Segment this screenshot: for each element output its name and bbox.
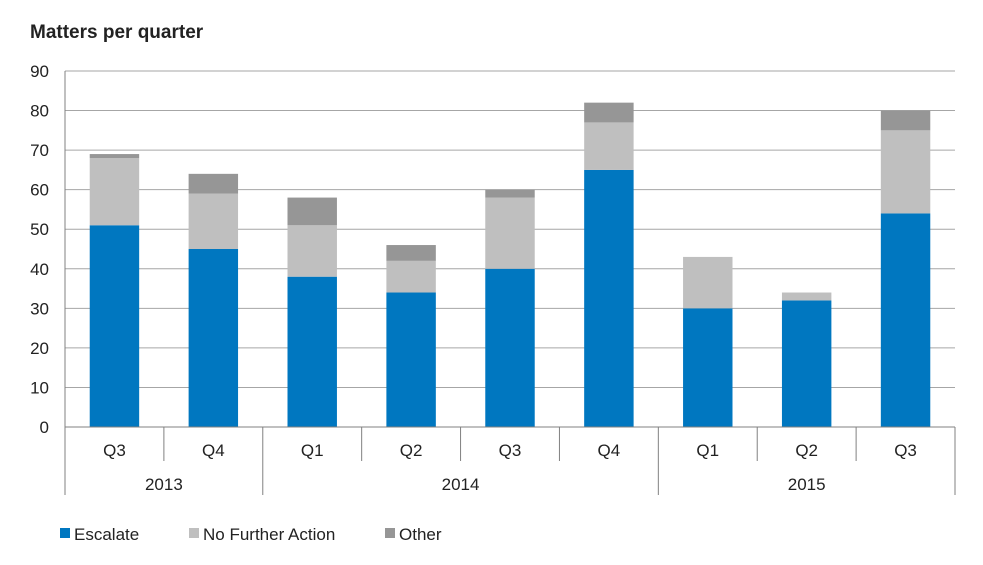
bar-segment-escalate <box>287 276 337 427</box>
bar-segment-other <box>89 154 140 159</box>
legend-label: Other <box>399 525 442 544</box>
x-tick-label: Q2 <box>795 441 818 460</box>
legend-swatch-escalate <box>60 528 70 538</box>
x-tick-label: Q4 <box>598 441 621 460</box>
bar-segment-escalate <box>781 300 832 427</box>
x-group-label: 2013 <box>145 475 183 494</box>
y-axis: 0 10 20 30 40 50 60 70 80 90 <box>30 62 66 437</box>
y-tick-label: 90 <box>30 62 49 81</box>
legend: Escalate No Further Action Other <box>60 525 442 544</box>
y-tick-label: 0 <box>40 418 49 437</box>
bar-segment-other <box>287 197 337 226</box>
bar-segment-escalate <box>89 225 140 427</box>
y-tick-label: 70 <box>30 141 49 160</box>
bar-segment-escalate <box>188 249 239 427</box>
x-tick-label: Q1 <box>696 441 719 460</box>
bar-segment-other <box>485 189 535 198</box>
bar-segment-escalate <box>386 292 436 427</box>
bar-segment-no-further-action <box>188 193 239 249</box>
legend-label: No Further Action <box>203 525 335 544</box>
x-tick-label: Q1 <box>301 441 324 460</box>
legend-swatch-no-further-action <box>189 528 199 538</box>
y-tick-label: 50 <box>30 220 49 239</box>
bar-segment-other <box>386 245 436 261</box>
x-tick-label: Q2 <box>400 441 423 460</box>
y-tick-label: 10 <box>30 378 49 397</box>
x-tick-label: Q3 <box>103 441 126 460</box>
bar-segment-other <box>188 173 239 194</box>
bar-segment-no-further-action <box>683 256 733 309</box>
bar-segment-no-further-action <box>584 122 634 170</box>
y-tick-label: 30 <box>30 299 49 318</box>
x-tick-label: Q3 <box>894 441 917 460</box>
bar-segment-escalate <box>880 213 931 427</box>
y-tick-label: 20 <box>30 339 49 358</box>
legend-swatch-other <box>385 528 395 538</box>
y-tick-label: 60 <box>30 181 49 200</box>
y-tick-label: 40 <box>30 260 49 279</box>
x-group-label: 2014 <box>442 475 480 494</box>
bar-segment-no-further-action <box>781 292 832 301</box>
legend-label: Escalate <box>74 525 139 544</box>
x-group-label: 2015 <box>788 475 826 494</box>
x-axis: Q3 Q4 Q1 Q2 Q3 Q4 Q1 Q2 Q3 2013 2014 2015 <box>64 426 956 495</box>
bar-segment-escalate <box>683 308 733 427</box>
y-tick-label: 80 <box>30 102 49 121</box>
x-tick-label: Q4 <box>202 441 225 460</box>
bar-segment-escalate <box>584 169 634 427</box>
bar-segment-other <box>584 102 634 123</box>
bar-segment-other <box>880 110 931 131</box>
bar-segment-no-further-action <box>880 130 931 214</box>
bar-segment-no-further-action <box>485 197 535 269</box>
bars <box>89 102 931 427</box>
chart-title: Matters per quarter <box>30 22 204 43</box>
bar-segment-no-further-action <box>287 225 337 277</box>
bar-segment-escalate <box>485 268 535 427</box>
bar-segment-no-further-action <box>89 158 140 226</box>
bar-segment-no-further-action <box>386 260 436 293</box>
x-tick-label: Q3 <box>499 441 522 460</box>
